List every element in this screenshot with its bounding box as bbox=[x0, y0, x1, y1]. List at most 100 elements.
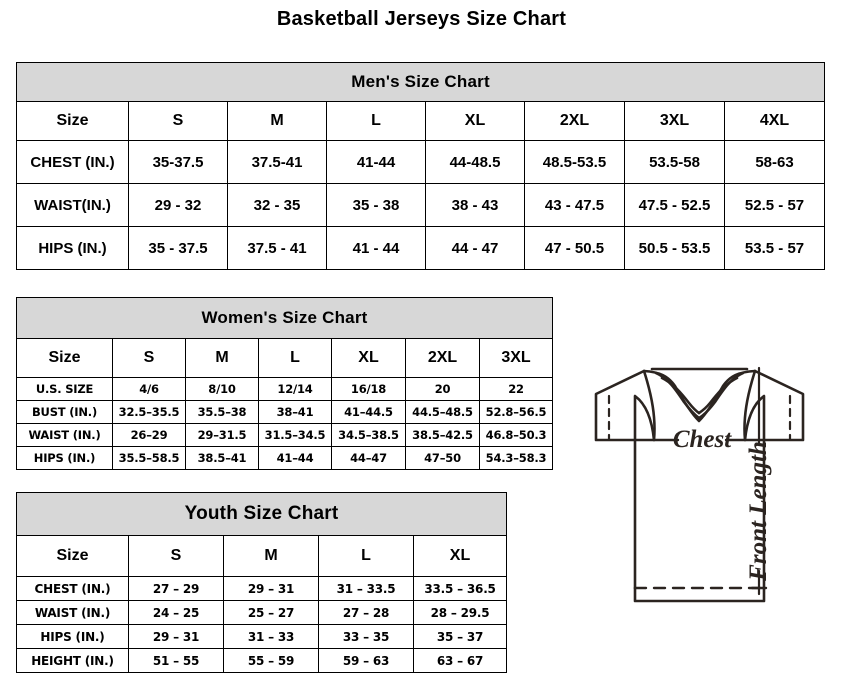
youth-cell-hips-s: 29 – 31 bbox=[128, 624, 224, 649]
jersey-neckline-outer bbox=[642, 369, 757, 423]
front-length-label: Front Length bbox=[745, 441, 772, 582]
mens-cell-chest-l: 41-44 bbox=[326, 140, 426, 184]
youth-col-header-size: Size bbox=[16, 535, 129, 577]
youth-row-label-waist: WAIST (IN.) bbox=[16, 600, 129, 625]
youth-band-title: Youth Size Chart bbox=[15, 492, 508, 536]
mens-cell-waist-4xl: 52.5 - 57 bbox=[723, 183, 826, 227]
mens-col-header-m: M bbox=[227, 101, 327, 141]
womens-cell-bust-2xl: 44.5–48.5 bbox=[405, 400, 480, 424]
womens-cell-hips-3xl: 54.3–58.3 bbox=[478, 446, 554, 470]
mens-row-label-hips: HIPS (IN.) bbox=[16, 226, 129, 270]
mens-cell-waist-l: 35 - 38 bbox=[326, 183, 426, 227]
youth-cell-chest-s: 27 – 29 bbox=[128, 576, 224, 601]
youth-cell-chest-xl: 33.5 – 36.5 bbox=[412, 576, 508, 601]
jersey-left-armhole bbox=[633, 394, 656, 442]
mens-row-label-waist: WAIST(IN.) bbox=[16, 183, 129, 227]
mens-column-header-row: Size S M L XL 2XL 3XL 4XL bbox=[16, 101, 826, 141]
mens-cell-chest-4xl: 58-63 bbox=[723, 140, 826, 184]
womens-band-title: Women's Size Chart bbox=[15, 297, 554, 339]
womens-cell-ussize-3xl: 22 bbox=[478, 377, 554, 401]
mens-cell-waist-s: 29 - 32 bbox=[128, 183, 228, 227]
youth-cell-hips-xl: 35 – 37 bbox=[412, 624, 508, 649]
youth-cell-chest-m: 29 – 31 bbox=[223, 576, 319, 601]
chest-label: Chest bbox=[673, 426, 732, 453]
table-row: WAIST (IN.) 26–29 29–31.5 31.5–34.5 34.5… bbox=[16, 423, 554, 447]
mens-col-header-3xl: 3XL bbox=[624, 101, 725, 141]
jersey-body-outline bbox=[594, 369, 805, 603]
mens-col-header-4xl: 4XL bbox=[723, 101, 826, 141]
jersey-collar-line-left-a bbox=[654, 371, 701, 420]
mens-cell-waist-xl: 38 - 43 bbox=[425, 183, 525, 227]
table-row: U.S. SIZE 4/6 8/10 12/14 16/18 20 22 bbox=[16, 377, 554, 401]
mens-cell-chest-xl: 44-48.5 bbox=[425, 140, 525, 184]
jersey-right-armhole bbox=[743, 394, 766, 442]
youth-row-label-hips: HIPS (IN.) bbox=[16, 624, 129, 649]
mens-cell-chest-s: 35-37.5 bbox=[128, 140, 228, 184]
youth-cell-height-xl: 63 – 67 bbox=[412, 648, 508, 673]
table-row: HIPS (IN.) 35 - 37.5 37.5 - 41 41 - 44 4… bbox=[16, 226, 826, 270]
youth-col-header-xl: XL bbox=[412, 535, 508, 577]
womens-cell-bust-s: 32.5–35.5 bbox=[112, 400, 186, 424]
youth-column-header-row: Size S M L XL bbox=[16, 535, 508, 577]
jersey-collar-line-left-b bbox=[660, 376, 701, 415]
mens-band-title: Men's Size Chart bbox=[15, 62, 826, 102]
mens-cell-waist-3xl: 47.5 - 52.5 bbox=[624, 183, 725, 227]
mens-cell-hips-l: 41 - 44 bbox=[326, 226, 426, 270]
womens-cell-ussize-2xl: 20 bbox=[405, 377, 480, 401]
womens-cell-hips-xl: 44–47 bbox=[331, 446, 406, 470]
mens-col-header-size: Size bbox=[16, 101, 129, 141]
womens-cell-ussize-s: 4/6 bbox=[112, 377, 186, 401]
womens-cell-waist-xl: 34.5–38.5 bbox=[331, 423, 406, 447]
womens-cell-hips-2xl: 47–50 bbox=[405, 446, 480, 470]
womens-col-header-xl: XL bbox=[331, 338, 406, 378]
youth-row-label-height: HEIGHT (IN.) bbox=[16, 648, 129, 673]
mens-cell-hips-2xl: 47 - 50.5 bbox=[524, 226, 625, 270]
youth-band-row: Youth Size Chart bbox=[15, 492, 508, 536]
youth-cell-waist-m: 25 – 27 bbox=[223, 600, 319, 625]
youth-col-header-m: M bbox=[223, 535, 319, 577]
womens-col-header-s: S bbox=[112, 338, 186, 378]
mens-cell-hips-4xl: 53.5 - 57 bbox=[723, 226, 826, 270]
womens-cell-waist-s: 26–29 bbox=[112, 423, 186, 447]
womens-cell-waist-3xl: 46.8–50.3 bbox=[478, 423, 554, 447]
youth-cell-height-m: 55 – 59 bbox=[223, 648, 319, 673]
womens-cell-ussize-m: 8/10 bbox=[185, 377, 259, 401]
mens-col-header-s: S bbox=[128, 101, 228, 141]
mens-cell-hips-xl: 44 - 47 bbox=[425, 226, 525, 270]
table-row: WAIST(IN.) 29 - 32 32 - 35 35 - 38 38 - … bbox=[16, 183, 826, 227]
mens-size-chart-table: Men's Size Chart Size S M L XL 2XL 3XL 4… bbox=[15, 62, 826, 270]
mens-cell-hips-m: 37.5 - 41 bbox=[227, 226, 327, 270]
womens-cell-hips-m: 38.5–41 bbox=[185, 446, 259, 470]
youth-cell-hips-l: 33 – 35 bbox=[318, 624, 414, 649]
youth-col-header-l: L bbox=[318, 535, 414, 577]
womens-cell-bust-m: 35.5–38 bbox=[185, 400, 259, 424]
table-row: BUST (IN.) 32.5–35.5 35.5–38 38–41 41–44… bbox=[16, 400, 554, 424]
mens-cell-waist-2xl: 43 - 47.5 bbox=[524, 183, 625, 227]
womens-row-label-bust: BUST (IN.) bbox=[16, 400, 113, 424]
table-row: HEIGHT (IN.) 51 – 55 55 – 59 59 – 63 63 … bbox=[16, 648, 508, 673]
youth-cell-height-s: 51 – 55 bbox=[128, 648, 224, 673]
womens-col-header-l: L bbox=[258, 338, 332, 378]
womens-cell-bust-xl: 41–44.5 bbox=[331, 400, 406, 424]
womens-cell-waist-l: 31.5–34.5 bbox=[258, 423, 332, 447]
womens-row-label-waist: WAIST (IN.) bbox=[16, 423, 113, 447]
youth-cell-waist-l: 27 – 28 bbox=[318, 600, 414, 625]
womens-cell-waist-2xl: 38.5–42.5 bbox=[405, 423, 480, 447]
page-title: Basketball Jerseys Size Chart bbox=[276, 8, 567, 30]
jersey-collar-line-right-b bbox=[697, 376, 739, 415]
jersey-measurement-diagram: Chest Front Length bbox=[556, 356, 843, 656]
youth-row-label-chest: CHEST (IN.) bbox=[16, 576, 129, 601]
mens-cell-chest-2xl: 48.5-53.5 bbox=[524, 140, 625, 184]
womens-band-row: Women's Size Chart bbox=[15, 297, 554, 339]
mens-cell-waist-m: 32 - 35 bbox=[227, 183, 327, 227]
womens-row-label-us-size: U.S. SIZE bbox=[16, 377, 113, 401]
mens-cell-hips-s: 35 - 37.5 bbox=[128, 226, 228, 270]
mens-band-row: Men's Size Chart bbox=[15, 62, 826, 102]
womens-cell-bust-l: 38–41 bbox=[258, 400, 332, 424]
womens-col-header-size: Size bbox=[16, 338, 113, 378]
youth-cell-hips-m: 31 – 33 bbox=[223, 624, 319, 649]
mens-cell-hips-3xl: 50.5 - 53.5 bbox=[624, 226, 725, 270]
youth-cell-chest-l: 31 – 33.5 bbox=[318, 576, 414, 601]
womens-size-chart-table: Women's Size Chart Size S M L XL 2XL 3XL… bbox=[15, 297, 554, 470]
womens-cell-bust-3xl: 52.8–56.5 bbox=[478, 400, 554, 424]
